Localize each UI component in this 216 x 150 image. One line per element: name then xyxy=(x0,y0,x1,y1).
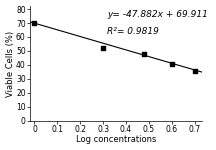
Point xyxy=(193,69,196,72)
X-axis label: Log concentrations: Log concentrations xyxy=(76,135,156,144)
Point xyxy=(102,47,105,49)
Text: R²= 0.9819: R²= 0.9819 xyxy=(107,27,159,36)
Point xyxy=(33,22,36,24)
Text: y= -47.882x + 69.911: y= -47.882x + 69.911 xyxy=(107,10,208,19)
Point xyxy=(171,62,174,65)
Y-axis label: Viable Cells (%): Viable Cells (%) xyxy=(6,30,14,97)
Point xyxy=(142,53,145,55)
